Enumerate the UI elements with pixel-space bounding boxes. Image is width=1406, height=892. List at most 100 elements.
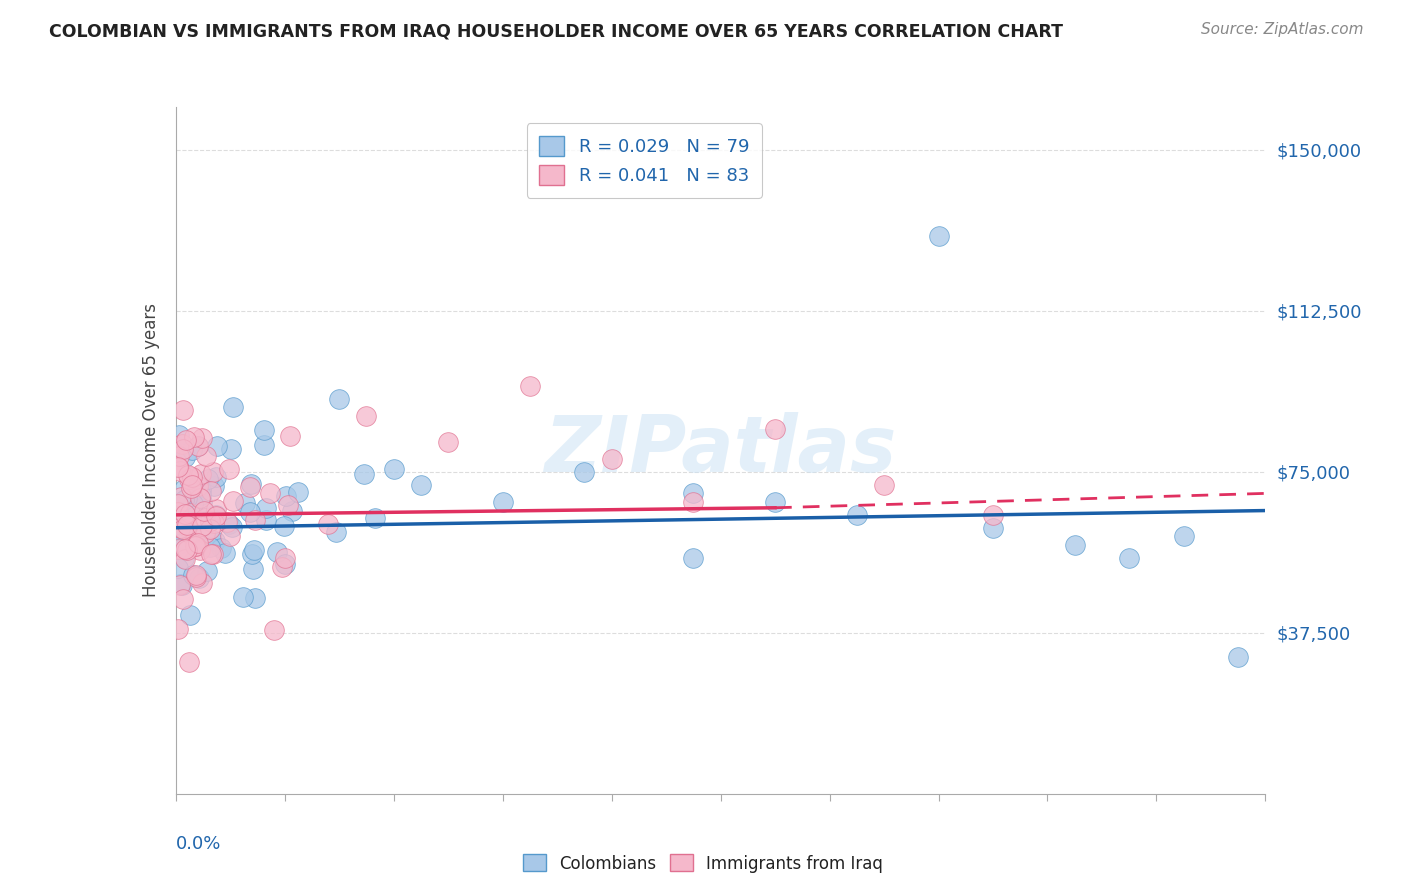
Point xyxy=(177,526,200,541)
Point xyxy=(183,430,205,444)
Point xyxy=(179,507,201,521)
Point xyxy=(179,607,201,622)
Point xyxy=(325,524,347,539)
Point xyxy=(202,548,225,562)
Point xyxy=(221,520,243,534)
Point xyxy=(242,562,264,576)
Point xyxy=(173,482,195,496)
Point xyxy=(184,570,207,584)
Point xyxy=(187,439,209,453)
Point xyxy=(763,495,786,509)
Point xyxy=(205,508,228,523)
Point xyxy=(205,508,228,523)
Point xyxy=(198,514,221,528)
Point xyxy=(574,465,596,479)
Point xyxy=(167,506,190,520)
Point xyxy=(197,472,219,486)
Point xyxy=(218,517,240,532)
Point xyxy=(492,495,515,509)
Point xyxy=(316,517,339,532)
Point xyxy=(981,508,1004,522)
Point xyxy=(172,521,194,535)
Point xyxy=(437,434,460,449)
Point xyxy=(259,486,281,500)
Point xyxy=(181,500,204,514)
Point xyxy=(254,500,277,515)
Point xyxy=(169,521,191,535)
Point xyxy=(169,578,191,592)
Point xyxy=(1227,649,1250,664)
Point xyxy=(167,497,190,511)
Point xyxy=(184,482,207,496)
Point xyxy=(981,521,1004,535)
Point xyxy=(167,519,190,533)
Point xyxy=(219,442,242,457)
Point xyxy=(167,622,190,636)
Point xyxy=(204,470,226,484)
Point xyxy=(274,489,297,503)
Point xyxy=(195,564,218,578)
Text: 0.0%: 0.0% xyxy=(176,835,221,853)
Point xyxy=(172,592,194,607)
Point xyxy=(176,517,198,532)
Text: Source: ZipAtlas.com: Source: ZipAtlas.com xyxy=(1201,22,1364,37)
Point xyxy=(167,537,190,551)
Point xyxy=(281,504,304,518)
Point xyxy=(200,547,222,561)
Point xyxy=(167,428,190,442)
Point xyxy=(180,472,202,486)
Point xyxy=(274,550,297,565)
Point xyxy=(274,557,297,571)
Point xyxy=(173,551,195,566)
Point xyxy=(181,497,204,511)
Point xyxy=(215,516,238,530)
Point xyxy=(353,467,375,481)
Point xyxy=(167,449,190,463)
Point xyxy=(382,462,405,476)
Point xyxy=(180,478,202,492)
Point xyxy=(240,547,263,561)
Point xyxy=(167,460,190,475)
Point xyxy=(184,539,207,553)
Point xyxy=(174,542,197,557)
Point xyxy=(243,513,266,527)
Point xyxy=(204,502,226,516)
Point xyxy=(180,470,202,484)
Point xyxy=(187,536,209,550)
Point xyxy=(186,479,208,493)
Point xyxy=(191,576,214,591)
Point xyxy=(243,542,266,557)
Point xyxy=(193,511,215,525)
Point xyxy=(193,504,215,518)
Point xyxy=(174,433,197,447)
Point xyxy=(245,591,267,605)
Point xyxy=(356,409,378,423)
Point xyxy=(763,422,786,436)
Point xyxy=(174,507,197,521)
Point xyxy=(174,518,197,533)
Point xyxy=(209,541,232,555)
Point xyxy=(1118,550,1140,565)
Point xyxy=(682,486,704,500)
Point xyxy=(239,480,262,494)
Point xyxy=(263,623,285,637)
Point xyxy=(190,467,212,481)
Point xyxy=(177,467,200,482)
Point xyxy=(222,493,245,508)
Point xyxy=(682,495,704,509)
Point xyxy=(205,439,228,453)
Point xyxy=(240,477,263,491)
Point xyxy=(172,437,194,451)
Point xyxy=(180,442,202,457)
Legend: R = 0.029   N = 79, R = 0.041   N = 83: R = 0.029 N = 79, R = 0.041 N = 83 xyxy=(527,123,762,198)
Point xyxy=(198,540,221,554)
Point xyxy=(176,543,198,558)
Point xyxy=(190,519,212,533)
Point xyxy=(174,552,197,566)
Point xyxy=(167,561,190,575)
Point xyxy=(177,655,200,669)
Point xyxy=(176,519,198,533)
Point xyxy=(190,488,212,502)
Point xyxy=(180,482,202,496)
Point xyxy=(194,450,217,464)
